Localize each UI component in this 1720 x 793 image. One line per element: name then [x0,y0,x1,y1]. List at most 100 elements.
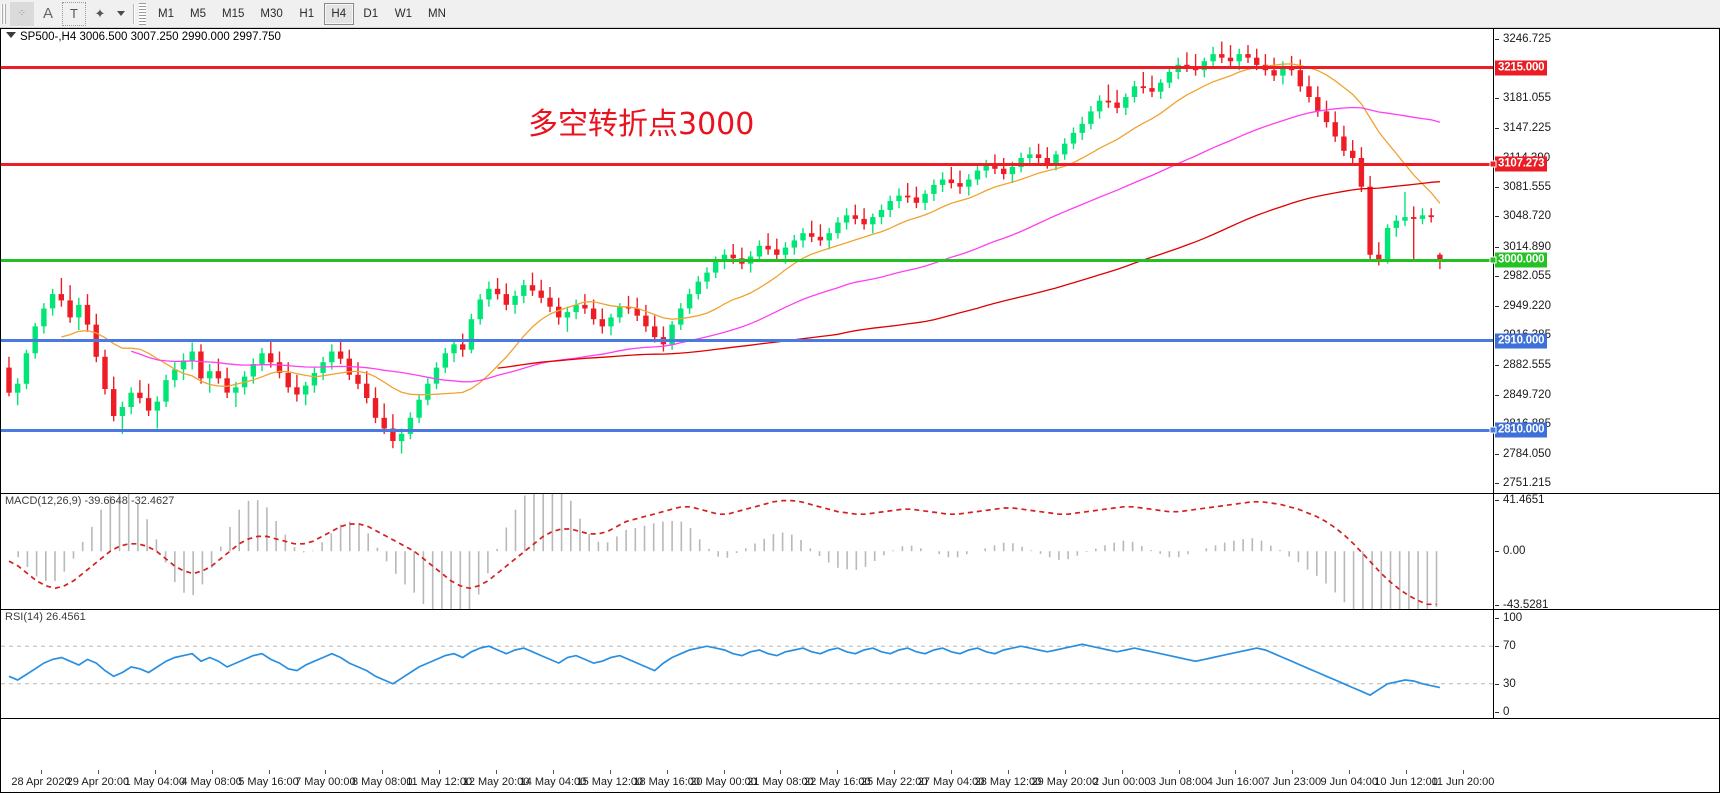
price-tick-label: 2784.050 [1503,447,1551,460]
time-axis[interactable]: 28 Apr 2020 29 Apr 20:00 1 May 04:00 4 May … [0,719,1720,793]
collapse-triangle-icon[interactable] [6,32,16,38]
price-tick-mark [1495,246,1499,248]
time-axis-label: 4 Jun 16:00 [1206,776,1265,788]
shapes-glyph: ✦ [94,5,106,21]
time-axis-label: 3 Jun 08:00 [1149,776,1208,788]
price-tick-mark [1495,276,1499,278]
time-tick-mark [609,770,611,774]
rsi-axis[interactable]: 100 70 30 0 [1493,610,1719,718]
macd-tick-label: 0.00 [1503,545,1526,558]
time-axis-label: 15 May 12:00 [576,776,644,788]
timeframe-group-handle[interactable] [139,2,146,25]
timeframe-label: W1 [394,7,412,20]
time-tick-mark [439,770,441,774]
timeframe-button-d1[interactable]: D1 [356,3,386,25]
rsi-header: RSI(14) 26.4561 [5,611,86,623]
macd-axis[interactable]: 41.4651 0.00 -43.5281 [1493,494,1719,609]
chevron-down-icon[interactable] [114,2,128,26]
price-tick-mark [1495,128,1499,130]
price-tick-label: 3014.890 [1503,240,1551,253]
level-line-3107-273[interactable] [1,162,1493,166]
rsi-tick-mark [1495,618,1499,619]
price-tick-mark [1495,453,1499,455]
text-label-icon[interactable]: A [36,2,60,26]
timeframe-label: M30 [260,7,283,20]
top-toolbar: ⁘ A T ✦ M1 M5 M15 M30 H1 H4 D1 W1 MN [0,0,1720,28]
time-axis-label: 7 Jun 23:00 [1263,776,1322,788]
time-axis-label: 2 Jun 00:00 [1092,776,1151,788]
level-line-2910-000[interactable] [1,339,1493,343]
level-drag-handle[interactable] [1489,256,1497,264]
time-tick-mark [1064,770,1066,774]
level-line-3000-000[interactable] [1,258,1493,262]
shapes-icon[interactable]: ✦ [88,2,112,26]
rsi-tick-label: 0 [1503,706,1510,718]
price-plot[interactable]: 多空转折点3000 [1,29,1493,493]
level-line-3215-000[interactable] [1,66,1493,70]
rsi-tick-label: 70 [1503,640,1516,653]
price-tick-mark [1495,97,1499,99]
crosshair-icon[interactable]: ⁘ [10,1,34,26]
macd-tick-mark [1495,605,1499,606]
level-drag-handle[interactable] [1489,426,1497,434]
rsi-tick-label: 30 [1503,677,1516,690]
chart-header-text: SP500-,H4 3006.500 3007.250 2990.000 299… [20,31,281,43]
time-tick-mark [1406,770,1408,774]
time-axis-label: 1 May 04:00 [124,776,186,788]
time-axis-label: 10 Jun 12:00 [1374,776,1438,788]
time-axis-label: 27 May 04:00 [917,776,985,788]
price-tick-label: 3147.225 [1503,122,1551,135]
macd-tick-label: 41.4651 [1503,494,1545,506]
timeframe-button-h4[interactable]: H4 [323,2,354,25]
time-axis-label: 4 May 08:00 [181,776,242,788]
toolbar-separator [133,3,135,24]
timeframe-button-mn[interactable]: MN [421,3,453,25]
timeframe-button-m30[interactable]: M30 [253,3,289,25]
time-axis-label: 12 May 20:00 [462,776,530,788]
chevron-down-glyph [117,11,125,16]
price-level-tag-3215-000[interactable]: 3215.000 [1495,60,1548,76]
timeframe-button-m1[interactable]: M1 [151,3,181,25]
macd-tick-mark [1495,500,1499,501]
price-tick-label: 2849.720 [1503,388,1551,401]
macd-tick-mark [1495,551,1499,553]
time-tick-mark [837,770,839,774]
time-axis-label: 8 May 08:00 [351,776,413,788]
price-level-tag-2910-000[interactable]: 2910.000 [1495,333,1548,349]
text-box-icon[interactable]: T [62,1,86,26]
time-axis-label: 20 May 00:00 [690,776,757,788]
rsi-plot[interactable] [1,610,1493,718]
time-tick-mark [552,770,554,774]
time-tick-mark [1292,770,1294,774]
timeframe-label: H1 [299,7,315,20]
price-level-tag-3107-273[interactable]: 3107.273 [1495,156,1548,172]
price-axis[interactable]: 3246.7253181.0553147.2253114.3903081.555… [1489,29,1719,493]
timeframe-label: M5 [190,7,206,20]
price-level-tag-2810-000[interactable]: 2810.000 [1495,422,1548,438]
price-level-tag-3000-000[interactable]: 3000.000 [1495,252,1548,268]
price-panel[interactable]: SP500-,H4 3006.500 3007.250 2990.000 299… [0,28,1720,494]
macd-panel[interactable]: MACD(12,26,9) -39.6648 -32.4627 41.4651 0… [0,493,1720,610]
toolbar-drag-handle[interactable] [1,3,7,24]
timeframe-button-m5[interactable]: M5 [183,3,213,25]
time-tick-mark [1178,770,1180,774]
time-tick-mark [894,770,896,774]
time-axis-label: 25 May 22:00 [860,776,928,788]
timeframe-button-w1[interactable]: W1 [388,3,419,25]
time-axis-label: 11 Jun 20:00 [1431,776,1495,788]
price-tick-mark [1495,216,1499,218]
macd-plot[interactable] [1,494,1493,609]
timeframe-button-m15[interactable]: M15 [215,3,251,25]
level-line-2810-000[interactable] [1,428,1493,432]
rsi-tick-mark [1495,712,1499,713]
crosshair-glyph: ⁘ [17,8,27,19]
time-tick-mark [1349,770,1351,774]
price-tick-label: 3181.055 [1503,91,1551,104]
price-tick-mark [1495,482,1499,484]
timeframe-button-h1[interactable]: H1 [292,3,322,25]
rsi-panel[interactable]: RSI(14) 26.4561 100 70 30 0 [0,609,1720,719]
level-drag-handle[interactable] [1489,160,1497,168]
time-tick-mark [154,770,156,774]
chart-annotation: 多空转折点3000 [528,107,755,142]
time-tick-mark [1007,770,1009,774]
